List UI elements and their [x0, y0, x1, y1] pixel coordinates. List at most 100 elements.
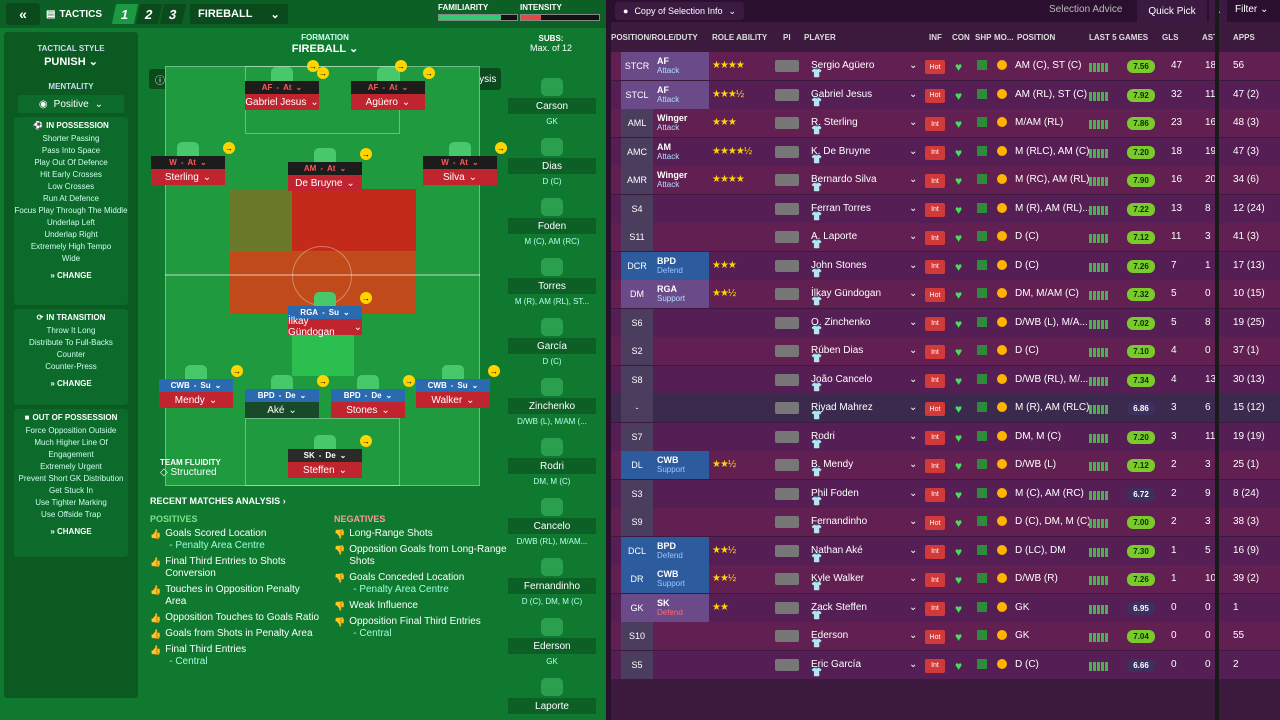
pi-toggle-icon[interactable]	[775, 601, 799, 614]
col-mo[interactable]: MO...	[994, 33, 1014, 42]
chevron-down-icon[interactable]: ⌄	[909, 60, 918, 71]
selection-advice-button[interactable]: Selection Advice	[1049, 4, 1123, 15]
position-slot[interactable]: S2	[621, 337, 653, 365]
position-slot[interactable]: S9	[621, 508, 653, 536]
role-duty-dropdown[interactable]: CWB Support	[653, 451, 709, 479]
table-row[interactable]: STCR AF Attack ★★★★ 👕 Sergio Agüero ⌄ Hot ♥ AM (C…	[611, 52, 1280, 80]
role-duty-label[interactable]: W - At ⌄	[423, 156, 497, 169]
table-row[interactable]: S7 👕 Rodri ⌄ Int ♥ DM, M (C) 7.20 3 11 19 (19)	[611, 422, 1280, 451]
player-card[interactable]: BPD - De ⌄ Aké ⌄	[245, 389, 319, 418]
col-position[interactable]: POSITION	[1017, 33, 1056, 42]
pi-toggle-icon[interactable]	[775, 402, 799, 414]
sub-player[interactable]: Torres M (R), AM (RL), ST...	[508, 258, 596, 306]
chevron-down-icon[interactable]: ⌄	[909, 658, 918, 670]
table-row[interactable]: S6 👕 O. Zinchenko ⌄ Int ♥ D/WB (L), M/A... 7.02…	[611, 308, 1280, 337]
position-slot[interactable]: AML	[621, 109, 653, 137]
pi-toggle-icon[interactable]	[775, 145, 799, 158]
role-duty-dropdown[interactable]: Winger Attack	[657, 170, 688, 189]
pi-toggle-icon[interactable]	[775, 202, 799, 215]
player-name-label[interactable]: Agüero ⌄	[351, 94, 425, 110]
player-card[interactable]: CWB - Su ⌄ Walker ⌄	[416, 379, 490, 408]
role-duty-label[interactable]: SK - De ⌄	[288, 449, 362, 462]
position-slot[interactable]: S5	[621, 650, 653, 679]
chevron-down-icon[interactable]: ⌄	[909, 544, 918, 556]
tab-tactic-3[interactable]: 3	[159, 4, 187, 24]
scrollbar[interactable]	[1215, 0, 1219, 720]
pi-toggle-icon[interactable]	[775, 259, 799, 272]
position-slot[interactable]: S4	[621, 194, 653, 223]
pi-toggle-icon[interactable]	[775, 658, 799, 671]
role-duty-label[interactable]: RGA - Su ⌄	[288, 306, 362, 319]
role-duty-dropdown[interactable]: BPD Defend	[653, 251, 709, 280]
player-name[interactable]: 👕 K. De Bruyne	[811, 145, 871, 164]
chevron-down-icon[interactable]: ⌄	[909, 345, 918, 356]
role-duty-label[interactable]: CWB - Su ⌄	[416, 379, 490, 392]
table-row[interactable]: AMR Winger Attack ★★★★ 👕 Bernardo Silva ⌄ Int ♥ M…	[611, 166, 1280, 194]
chevron-down-icon[interactable]: ⌄	[909, 430, 918, 442]
tactical-style-dropdown[interactable]: PUNISH ⌄	[44, 56, 98, 68]
quick-pick-button[interactable]: Quick Pick	[1137, 0, 1207, 22]
table-row[interactable]: S8 👕 João Cancelo ⌄ Int ♥ D/WB (RL), M/... 7.34…	[611, 365, 1280, 394]
role-duty-label[interactable]: AF - At ⌄	[351, 81, 425, 94]
back-button[interactable]: «	[6, 3, 40, 25]
chevron-down-icon[interactable]: ⌄	[909, 174, 918, 185]
player-name-label[interactable]: Stones ⌄	[331, 402, 405, 418]
pi-toggle-icon[interactable]	[775, 117, 799, 129]
pi-toggle-icon[interactable]	[775, 373, 799, 386]
chevron-down-icon[interactable]: ⌄	[909, 402, 918, 413]
player-card[interactable]: CWB - Su ⌄ Mendy ⌄	[159, 379, 233, 408]
player-name[interactable]: 👕 Riyad Mahrez	[811, 402, 873, 420]
role-duty-dropdown[interactable]: AF Attack	[653, 80, 709, 109]
player-name[interactable]: 👕 Phil Foden	[811, 487, 859, 506]
filter-button[interactable]: Filter ⌄	[1235, 4, 1269, 15]
chevron-down-icon[interactable]: ⌄	[909, 573, 918, 584]
pi-toggle-icon[interactable]	[775, 487, 799, 500]
role-duty-label[interactable]: BPD - De ⌄	[331, 389, 405, 402]
position-slot[interactable]: DCL	[621, 536, 653, 565]
chevron-down-icon[interactable]: ⌄	[909, 630, 918, 641]
col-ast[interactable]: AST	[1202, 33, 1218, 42]
player-name[interactable]: 👕 Fernandinho	[811, 516, 868, 534]
player-name[interactable]: 👕 R. Sterling	[811, 117, 858, 135]
sub-player[interactable]: Zinchenko D/WB (L), M/AM (...	[508, 378, 596, 426]
col-player[interactable]: PLAYER	[804, 33, 836, 42]
col-last-5-games[interactable]: LAST 5 GAMES	[1089, 33, 1149, 42]
player-name[interactable]: 👕 A. Laporte	[811, 231, 858, 249]
chevron-down-icon[interactable]: ⌄	[909, 231, 918, 242]
col-gls[interactable]: GLS	[1162, 33, 1179, 42]
table-row[interactable]: AML Winger Attack ★★★ 👕 R. Sterling ⌄ Int ♥ M/AM …	[611, 109, 1280, 137]
tactic-name-dropdown[interactable]: FIREBALL ⌄	[190, 4, 288, 24]
sub-player[interactable]: Dias D (C)	[508, 138, 596, 186]
table-row[interactable]: - 👕 Riyad Mahrez ⌄ Hot ♥ M (R), AM (RLC) 6.86 3 6…	[611, 394, 1280, 422]
role-duty-label[interactable]: AM - At ⌄	[288, 162, 362, 175]
sub-player[interactable]: Rodri DM, M (C)	[508, 438, 596, 486]
position-slot[interactable]: S6	[621, 308, 653, 337]
player-name[interactable]: 👕 B. Mendy	[811, 459, 854, 477]
tab-tactic-1[interactable]: 1	[111, 4, 139, 24]
player-card[interactable]: AF - At ⌄ Agüero ⌄	[351, 81, 425, 110]
player-card[interactable]: BPD - De ⌄ Stones ⌄	[331, 389, 405, 418]
player-name[interactable]: 👕 Eric García	[811, 658, 862, 677]
role-duty-label[interactable]: AF - At ⌄	[245, 81, 319, 94]
table-row[interactable]: S10 👕 Ederson ⌄ Hot ♥ GK 7.04 0 0 55	[611, 622, 1280, 650]
position-slot[interactable]: DL	[621, 451, 653, 479]
role-duty-dropdown[interactable]: RGA Support	[653, 280, 709, 308]
pi-toggle-icon[interactable]	[775, 459, 799, 471]
position-slot[interactable]: STCR	[621, 52, 653, 80]
player-name[interactable]: 👕 Sergio Agüero	[811, 60, 875, 78]
player-name[interactable]: 👕 Gabriel Jesus	[811, 88, 873, 107]
table-row[interactable]: DR CWB Support ★★½ 👕 Kyle Walker ⌄ Int ♥ D/WB (R)…	[611, 565, 1280, 593]
role-duty-label[interactable]: CWB - Su ⌄	[159, 379, 233, 392]
table-row[interactable]: S2 👕 Rúben Dias ⌄ Int ♥ D (C) 7.10 4 0 37 (1)	[611, 337, 1280, 365]
player-card[interactable]: AM - At ⌄ De Bruyne ⌄	[288, 162, 362, 191]
sub-player[interactable]: Fernandinho D (C), DM, M (C)	[508, 558, 596, 606]
pi-toggle-icon[interactable]	[775, 516, 799, 528]
position-slot[interactable]: DR	[621, 565, 653, 593]
table-row[interactable]: S5 👕 Eric García ⌄ Int ♥ D (C) 6.66 0 0 2	[611, 650, 1280, 679]
position-slot[interactable]: S3	[621, 479, 653, 508]
table-row[interactable]: AMC AM Attack ★★★★½ 👕 K. De Bruyne ⌄ Int ♥ M (RLC…	[611, 137, 1280, 166]
player-name[interactable]: 👕 Nathan Aké	[811, 544, 863, 563]
player-name[interactable]: 👕 Rodri	[811, 430, 835, 449]
chevron-down-icon[interactable]: ⌄	[909, 288, 918, 299]
sub-player[interactable]: García D (C)	[508, 318, 596, 366]
